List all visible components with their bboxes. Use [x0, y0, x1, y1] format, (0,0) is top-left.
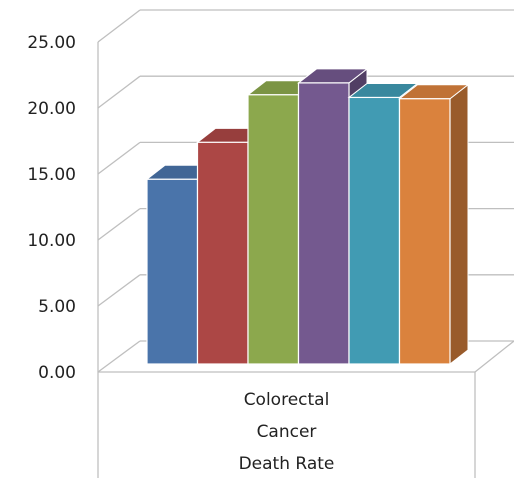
- gridline-side: [97, 75, 141, 109]
- bar-front-face: [348, 96, 401, 365]
- category-label-line: Death Rate: [239, 454, 335, 474]
- category-label-line: Cancer: [257, 422, 317, 442]
- gridline-side: [97, 340, 141, 373]
- y-tick-label: 5.00: [38, 297, 76, 317]
- bar: [398, 83, 470, 366]
- y-tick-label: 15.00: [27, 165, 76, 185]
- bar-front-face: [297, 82, 350, 365]
- chart-walls: [97, 42, 514, 478]
- y-tick-label: 20.00: [27, 99, 76, 119]
- bar-side-face: [449, 83, 469, 366]
- y-tick-label: 0.00: [38, 363, 76, 383]
- gridline-side: [97, 141, 141, 175]
- bar-front-face: [247, 94, 300, 365]
- gridline-side: [97, 9, 141, 43]
- y-axis-tick-labels: 0.00 5.00 10.00 15.00 20.00 25.00: [27, 33, 76, 383]
- y-tick-label: 10.00: [27, 231, 76, 251]
- category-label: Colorectal Cancer Death Rate: [239, 390, 335, 474]
- floor-right-edge: [474, 340, 514, 373]
- gridline-side: [97, 208, 141, 241]
- bars: [145, 67, 470, 366]
- bar-front-face: [398, 98, 451, 365]
- bar-front-face: [146, 178, 199, 365]
- gridline-side: [97, 274, 141, 307]
- y-tick-label: 25.00: [27, 33, 76, 53]
- bar-front-face: [196, 141, 249, 365]
- category-label-line: Colorectal: [244, 390, 330, 410]
